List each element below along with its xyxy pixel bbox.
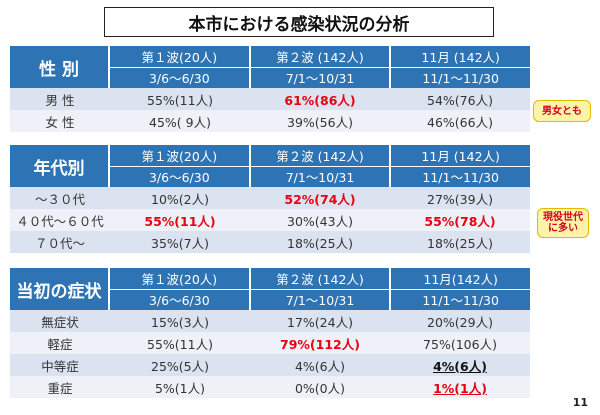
table-row: 軽症 55%(11人) 79%(112人) 75%(106人) xyxy=(10,332,530,354)
table-cell: 17%(24人) xyxy=(287,314,353,330)
table-cell-text: 1%(1人) xyxy=(433,380,487,396)
table-row: ～３０代 10%(2人) 52%(74人) 27%(39人) xyxy=(10,187,530,209)
row-label: 女 性 xyxy=(45,114,75,130)
table-cell-highlight: 55%(78人) xyxy=(424,213,496,229)
november-period: 11/1～11/30 xyxy=(391,67,531,88)
table-row: 男 性 55%(11人) 61%(86人) 54%(76人) xyxy=(10,88,530,110)
wave2-header: 第２波 (142人) xyxy=(250,46,390,68)
wave1-period: 3/6～6/30 xyxy=(110,166,249,187)
table-row: ４０代～６０代 55%(11人) 30%(43人) 55%(78人) xyxy=(10,209,530,231)
wave1-header: 第１波(20人) xyxy=(110,145,249,167)
table-cell: 18%(25人) xyxy=(427,235,493,251)
table-row: 中等症 25%(5人) 4%(6人) 4%(6人) xyxy=(10,354,530,376)
symptom-table: 当初の症状 第１波(20人) 3/6～6/30 第２波 (142人) 7/1～1… xyxy=(10,268,531,398)
table-cell: 46%(66人) xyxy=(427,114,493,130)
table-cell-highlight: 61%(86人) xyxy=(284,92,356,108)
november-header: 11月 (142人) xyxy=(391,145,531,167)
gender-note-badge: 男女とも xyxy=(533,100,591,122)
table-cell: 45%( 9人) xyxy=(149,114,211,130)
gender-table: 性 別 第１波(20人) 3/6～6/30 第２波 (142人) 7/1～10/… xyxy=(10,46,531,132)
row-label: 重症 xyxy=(47,380,73,396)
wave1-header: 第１波(20人) xyxy=(110,268,249,290)
table-row: 重症 5%(1人) 0%(0人) 1%(1人) xyxy=(10,376,530,398)
row-label: 無症状 xyxy=(41,314,79,330)
november-period: 11/1～11/30 xyxy=(391,289,531,310)
section-label: 当初の症状 xyxy=(10,268,110,310)
table-row: ７０代～ 35%(7人) 18%(25人) 18%(25人) xyxy=(10,231,530,253)
age-note-badge: 現役世代 に多い xyxy=(537,208,589,238)
table-cell: 18%(25人) xyxy=(287,235,353,251)
table-cell-highlight: 52%(74人) xyxy=(284,191,356,207)
row-label: ４０代～６０代 xyxy=(16,213,104,229)
row-label: 軽症 xyxy=(47,336,73,352)
section-label: 性 別 xyxy=(10,46,110,88)
table-cell: 54%(76人) xyxy=(427,92,493,108)
table-row: 無症状 15%(3人) 17%(24人) 20%(29人) xyxy=(10,310,530,332)
age-table: 年代別 第１波(20人) 3/6～6/30 第２波 (142人) 7/1～10/… xyxy=(10,145,531,253)
table-cell: 15%(3人) xyxy=(151,314,209,330)
table-cell: 55%(11人) xyxy=(147,92,213,108)
table-cell: 20%(29人) xyxy=(427,314,493,330)
table-row: 女 性 45%( 9人) 39%(56人) 46%(66人) xyxy=(10,110,530,132)
table-cell-highlight: 55%(11人) xyxy=(144,213,216,229)
wave2-period: 7/1～10/31 xyxy=(250,67,390,88)
row-label: 中等症 xyxy=(41,358,79,374)
table-header: 性 別 第１波(20人) 3/6～6/30 第２波 (142人) 7/1～10/… xyxy=(10,46,531,88)
row-label: ～３０代 xyxy=(34,191,85,207)
wave2-period: 7/1～10/31 xyxy=(250,166,390,187)
table-cell: 35%(7人) xyxy=(151,235,209,251)
table-cell-underlined: 1%(1人) xyxy=(390,376,530,398)
table-cell: 27%(39人) xyxy=(427,191,493,207)
table-cell-underlined: 4%(6人) xyxy=(390,354,530,376)
wave2-period: 7/1～10/31 xyxy=(250,289,390,310)
wave1-period: 3/6～6/30 xyxy=(110,67,249,88)
page-number: 11 xyxy=(572,396,588,409)
table-cell: 30%(43人) xyxy=(287,213,353,229)
wave1-header: 第１波(20人) xyxy=(110,46,249,68)
table-cell: 10%(2人) xyxy=(151,191,209,207)
row-label: 男 性 xyxy=(45,92,75,108)
page-title: 本市における感染状況の分析 xyxy=(104,7,494,37)
badge-text-line1: 現役世代 xyxy=(543,212,583,223)
wave1-period: 3/6～6/30 xyxy=(110,289,249,310)
badge-text: 男女とも xyxy=(542,105,582,117)
november-header: 11月 (142人) xyxy=(391,46,531,68)
table-header: 年代別 第１波(20人) 3/6～6/30 第２波 (142人) 7/1～10/… xyxy=(10,145,531,187)
table-cell: 39%(56人) xyxy=(287,114,353,130)
table-cell: 4%(6人) xyxy=(294,358,346,374)
november-period: 11/1～11/30 xyxy=(391,166,531,187)
table-cell-text: 4%(6人) xyxy=(433,358,487,374)
table-cell-highlight: 79%(112人) xyxy=(280,336,360,352)
november-header: 11月(142人) xyxy=(391,268,531,290)
table-cell: 5%(1人) xyxy=(154,380,206,396)
row-label: ７０代～ xyxy=(34,235,85,251)
badge-text-line2: に多い xyxy=(548,223,578,234)
section-label: 年代別 xyxy=(10,145,110,187)
wave2-header: 第２波 (142人) xyxy=(250,268,390,290)
table-cell: 55%(11人) xyxy=(147,336,213,352)
table-cell: 25%(5人) xyxy=(151,358,209,374)
table-header: 当初の症状 第１波(20人) 3/6～6/30 第２波 (142人) 7/1～1… xyxy=(10,268,531,310)
table-cell: 75%(106人) xyxy=(423,336,497,352)
wave2-header: 第２波 (142人) xyxy=(250,145,390,167)
table-cell: 0%(0人) xyxy=(294,380,346,396)
